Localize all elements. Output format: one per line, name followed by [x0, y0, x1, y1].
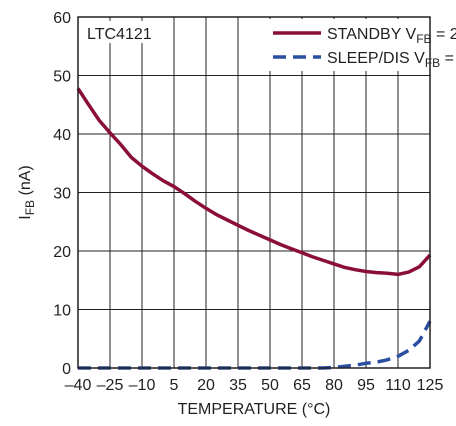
- y-tick-label: 0: [62, 361, 71, 378]
- x-axis-title: TEMPERATURE (°C): [178, 401, 331, 418]
- y-tick-label: 30: [53, 186, 71, 203]
- legend-item-sleep: SLEEP/DIS VFB = 2.51V: [273, 50, 456, 70]
- y-axis-title-main: I: [17, 215, 34, 219]
- legend-label-sleep-rest: = 2.51V: [440, 50, 456, 67]
- legend-label-standby-rest: = 2.51V: [432, 26, 456, 43]
- legend-label-sleep-sub: FB: [425, 56, 440, 70]
- y-tick-label: 40: [53, 127, 71, 144]
- x-tick-label: 50: [261, 377, 279, 394]
- y-axis-title-rest: (nA): [17, 165, 34, 200]
- plot-frame: [77, 16, 431, 369]
- legend-label-standby-sub: FB: [416, 32, 431, 46]
- x-tick-label: –25: [97, 377, 124, 394]
- legend-item-standby: STANDBY VFB = 2.51V: [273, 26, 456, 46]
- legend-label-sleep-main: SLEEP/DIS V: [327, 50, 425, 67]
- series-line-standby: [76, 87, 432, 277]
- y-axis-title: IFB (nA): [17, 165, 37, 219]
- x-tick-label: 110: [385, 377, 411, 394]
- y-tick-label: 60: [53, 10, 71, 27]
- y-tick-label: 20: [53, 244, 71, 261]
- x-tick-label: 35: [229, 377, 247, 394]
- legend-label-standby-main: STANDBY V: [327, 26, 417, 43]
- series-line-sleep: [78, 320, 432, 370]
- y-axis-title-sub: FB: [23, 200, 37, 215]
- y-tick-label: 10: [53, 303, 71, 320]
- part-label: LTC4121: [87, 26, 152, 43]
- x-tick-label: 65: [293, 377, 311, 394]
- x-tick-label: 5: [170, 377, 179, 394]
- part-label-box: [82, 21, 152, 43]
- tick-labels: –40 –25 –10 5 20 35 50 65 80 95 110 125 0 10 20 30 40 50 6…: [53, 10, 443, 394]
- series-group: [76, 87, 432, 370]
- legend-label-sleep: SLEEP/DIS VFB = 2.51V: [327, 50, 456, 70]
- legend: STANDBY VFB = 2.51V SLEEP/DIS VFB = 2.51…: [268, 19, 456, 71]
- x-tick-label: –10: [129, 377, 156, 394]
- legend-label-standby: STANDBY VFB = 2.51V: [327, 26, 456, 46]
- x-tick-label: 80: [325, 377, 343, 394]
- x-tick-label: –40: [65, 377, 92, 394]
- legend-background: [268, 19, 426, 71]
- x-tick-label: 125: [417, 377, 444, 394]
- x-tick-label: 20: [197, 377, 215, 394]
- y-tick-label: 50: [53, 69, 71, 86]
- grid: [78, 17, 430, 368]
- x-tick-label: 95: [357, 377, 375, 394]
